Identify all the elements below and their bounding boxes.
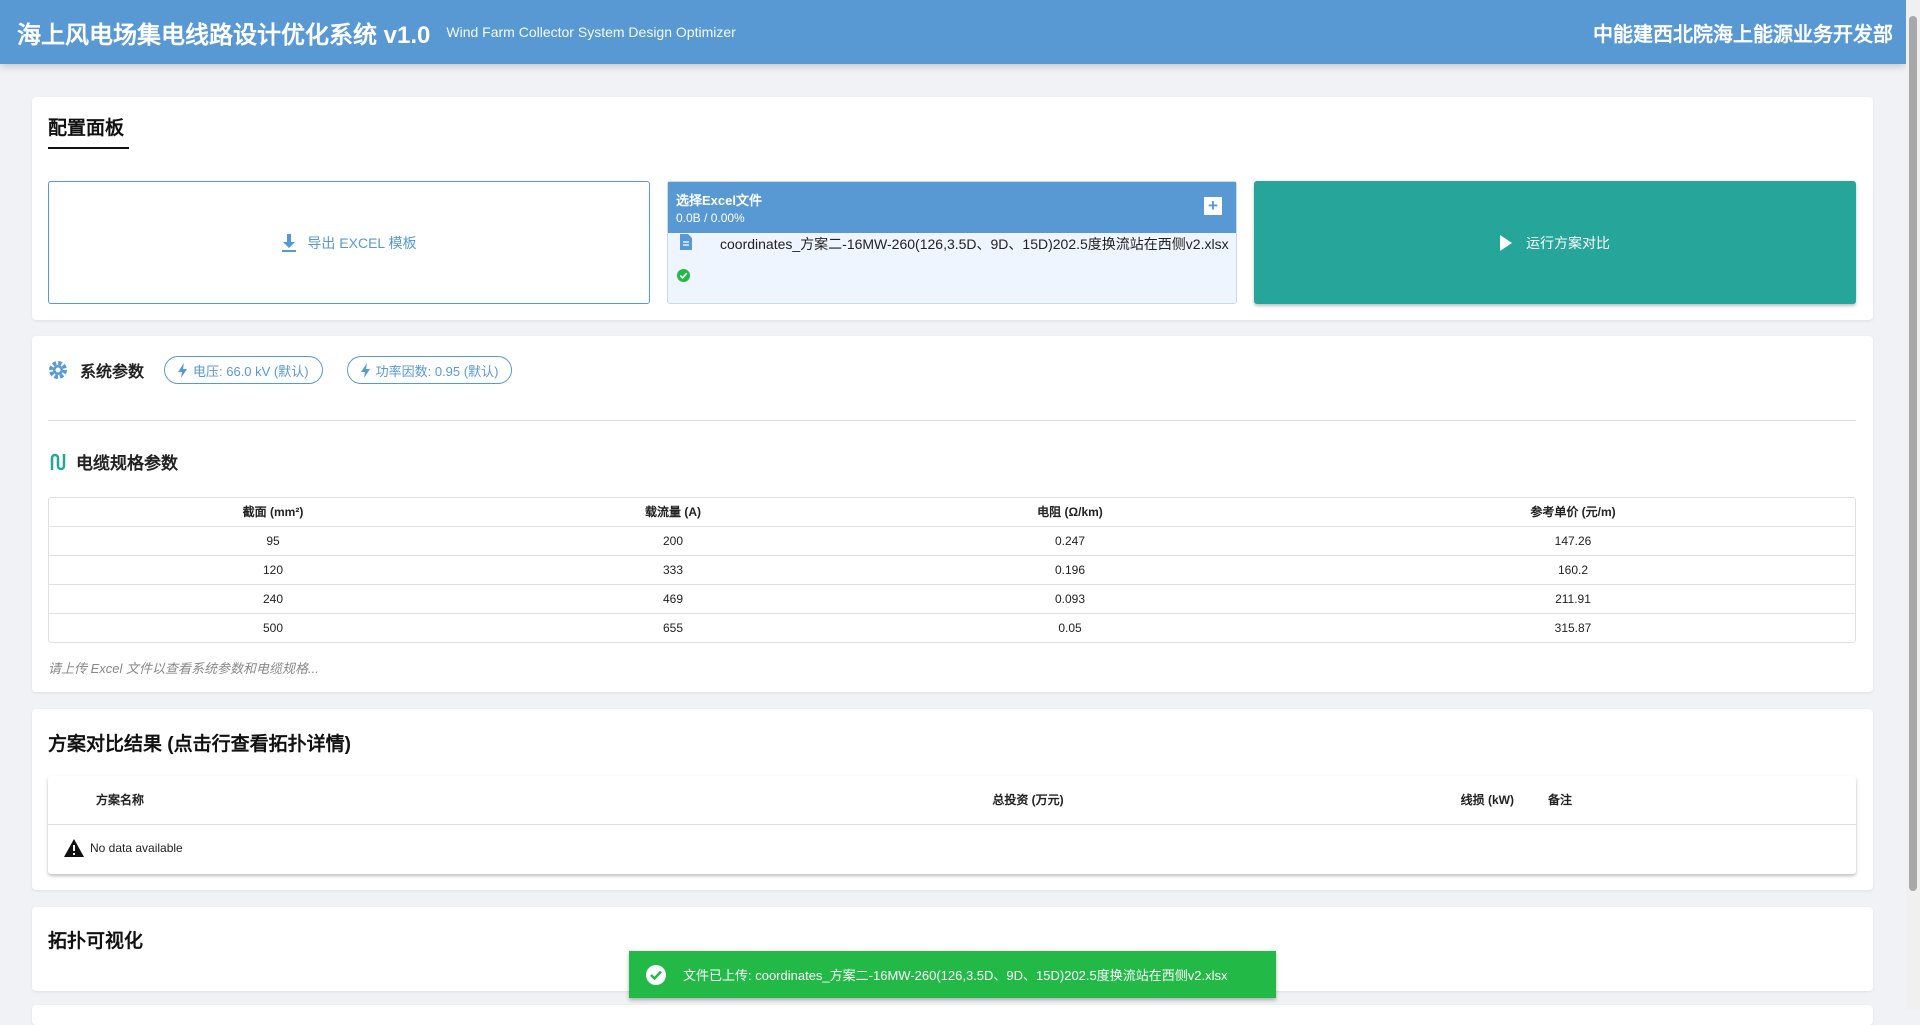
upload-toast: 文件已上传: coordinates_方案二-16MW-260(126,3.5D… — [629, 951, 1276, 998]
cable-spec-heading: 电缆规格参数 — [48, 449, 178, 474]
bolt-icon — [360, 362, 370, 378]
add-file-button[interactable]: + — [1204, 197, 1222, 215]
column-header[interactable]: 备注 — [1514, 776, 1856, 825]
cell: 500 — [262, 620, 284, 635]
run-label: 运行方案对比 — [1526, 234, 1610, 251]
config-panel: 配置面板 导出 EXCEL 模板 选择Excel文件 0.0B / 0.00% … — [32, 97, 1873, 320]
bolt-icon — [178, 362, 188, 378]
cell: 0.196 — [849, 555, 1291, 585]
column-header: 载流量 (A) — [497, 498, 849, 527]
app-header: 海上风电场集电线路设计优化系统 v1.0 Wind Farm Collector… — [0, 0, 1906, 64]
empty-row: No data available — [48, 824, 1856, 874]
organization-name: 中能建西北院海上能源业务开发部 — [1593, 23, 1893, 46]
column-header: 截面 (mm²) — [49, 498, 497, 527]
results-title: 方案对比结果 (点击行查看拓扑详情) — [48, 734, 351, 755]
play-icon — [1500, 234, 1512, 251]
config-title: 配置面板 — [48, 118, 125, 139]
cell: 333 — [497, 555, 849, 585]
cell: 0.247 — [849, 526, 1291, 556]
file-upload[interactable]: 选择Excel文件 0.0B / 0.00% + coordinates_方案二… — [667, 181, 1237, 304]
next-panel — [32, 1005, 1873, 1025]
table-header-row: 截面 (mm²) 载流量 (A) 电阻 (Ω/km) 参考单价 (元/m) — [49, 498, 1855, 527]
voltage-chip: 电压: 66.0 kV (默认) — [164, 356, 323, 384]
column-header: 参考单价 (元/m) — [1291, 498, 1855, 527]
topology-title: 拓扑可视化 — [48, 931, 144, 952]
scrollbar-thumb[interactable] — [1909, 16, 1917, 891]
power-factor-chip: 功率因数: 0.95 (默认) — [346, 356, 513, 384]
table-row: 240 469 0.093 211.91 — [49, 584, 1855, 614]
cable-icon — [50, 453, 66, 470]
cell: 240 — [49, 584, 497, 614]
cell: 120 — [49, 555, 497, 585]
voltage-value: 电压: 66.0 kV (默认) — [193, 363, 309, 379]
upload-header: 选择Excel文件 0.0B / 0.00% + — [668, 182, 1236, 233]
upload-title: 选择Excel文件 — [676, 193, 762, 208]
cell: 0.05 — [1058, 620, 1082, 635]
toast-message: 文件已上传: coordinates_方案二-16MW-260(126,3.5D… — [683, 968, 1228, 983]
column-header[interactable]: 线损 (kW) — [1408, 776, 1514, 825]
cell: 211.91 — [1291, 584, 1855, 614]
cell: 147.26 — [1291, 526, 1855, 556]
check-circle-icon — [677, 269, 690, 282]
results-panel: 方案对比结果 (点击行查看拓扑详情) 方案名称 总投资 (万元) 线损 (kW)… — [32, 709, 1873, 890]
cell: 160.2 — [1291, 555, 1855, 585]
file-icon — [680, 234, 692, 250]
file-name: coordinates_方案二-16MW-260(126,3.5D、9D、15D… — [720, 236, 1229, 252]
column-header: 电阻 (Ω/km) — [849, 498, 1291, 527]
table-row: 500 655 0.05 315.87 — [49, 613, 1855, 642]
cell: 315.87 — [1554, 620, 1592, 635]
cell: 95 — [49, 526, 497, 556]
cell: 0.093 — [849, 584, 1291, 614]
run-comparison-button[interactable]: 运行方案对比 — [1254, 181, 1856, 304]
table-row: 95 200 0.247 147.26 — [49, 526, 1855, 556]
upload-progress: 0.0B / 0.00% — [676, 211, 745, 225]
power-factor-value: 功率因数: 0.95 (默认) — [375, 363, 499, 379]
column-header[interactable]: 方案名称 — [48, 776, 648, 825]
empty-message: No data available — [90, 840, 183, 855]
column-header[interactable]: 总投资 (万元) — [648, 776, 1408, 825]
table-header-row: 方案名称 总投资 (万元) 线损 (kW) 备注 — [48, 776, 1856, 825]
cable-spec-table: 截面 (mm²) 载流量 (A) 电阻 (Ω/km) 参考单价 (元/m) 95… — [48, 497, 1856, 643]
divider — [48, 420, 1856, 421]
warning-icon — [64, 838, 84, 857]
cell: 469 — [497, 584, 849, 614]
gear-icon — [49, 361, 67, 379]
params-hint: 请上传 Excel 文件以查看系统参数和电缆规格... — [48, 661, 319, 676]
download-icon — [282, 233, 297, 252]
results-table: 方案名称 总投资 (万元) 线损 (kW) 备注 No data availab… — [48, 776, 1856, 874]
system-params-title: 系统参数 — [80, 364, 145, 381]
title-underline — [48, 147, 129, 149]
check-circle-icon — [646, 964, 666, 985]
cell: 655 — [662, 620, 684, 635]
export-label: 导出 EXCEL 模板 — [307, 234, 417, 251]
system-params-row: 系统参数 电压: 66.0 kV (默认) 功率因数: 0.95 (默认) — [48, 356, 513, 384]
table-row: 120 333 0.196 160.2 — [49, 555, 1855, 585]
cable-spec-title: 电缆规格参数 — [76, 454, 178, 473]
cell: 200 — [497, 526, 849, 556]
app-title: 海上风电场集电线路设计优化系统 v1.0 — [17, 21, 431, 49]
system-params-panel: 系统参数 电压: 66.0 kV (默认) 功率因数: 0.95 (默认) 电缆… — [32, 336, 1873, 692]
app-subtitle: Wind Farm Collector System Design Optimi… — [446, 24, 736, 40]
scrollbar[interactable] — [1906, 0, 1920, 1009]
export-template-button[interactable]: 导出 EXCEL 模板 — [48, 181, 650, 304]
